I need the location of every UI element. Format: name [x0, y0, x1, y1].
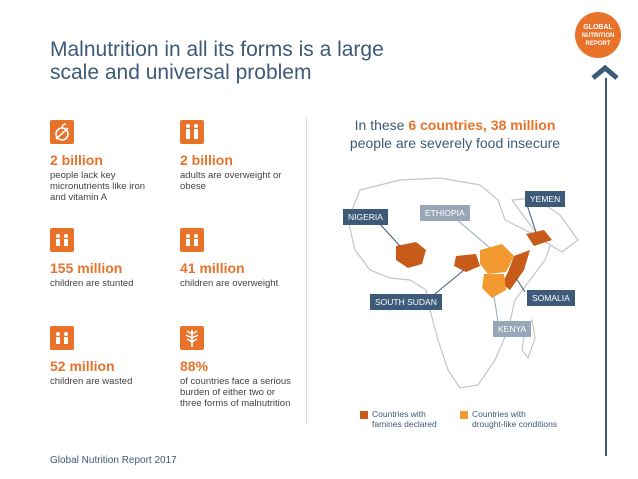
leader-south-sudan: [429, 269, 465, 299]
legend-swatch-drought: [460, 411, 468, 419]
children-icon: [50, 228, 74, 252]
stat-value: 155 million: [50, 260, 123, 276]
stat-value: 52 million: [50, 358, 115, 374]
apple-icon: [50, 120, 74, 144]
gnr-logo: GLOBAL NUTRITION REPORT: [575, 12, 621, 58]
children-icon: [180, 228, 204, 252]
country-yemen: [526, 230, 552, 246]
country-south-sudan: [454, 254, 480, 272]
map-heading-highlight: 6 countries, 38 million: [408, 117, 556, 133]
badge-line-2: NUTRITION: [581, 33, 615, 39]
stat-value: 2 billion: [180, 152, 233, 168]
label-nigeria: NIGERIA: [343, 209, 388, 225]
stat-value: 88%: [180, 358, 209, 374]
legend-drought-line-1: Countries with: [472, 409, 526, 419]
leader-ethiopia: [454, 217, 491, 249]
side-rule: [605, 78, 607, 456]
stat-value: 2 billion: [50, 152, 103, 168]
stat-description: children are overweight: [180, 278, 279, 289]
stat-value: 41 million: [180, 260, 245, 276]
badge-line-3: REPORT: [585, 41, 611, 47]
chevron-up-icon: [591, 64, 619, 80]
stat-description: adults are overweight or obese: [180, 170, 282, 192]
label-somalia: SOMALIA: [527, 290, 575, 306]
leader-yemen: [525, 201, 537, 233]
badge-line-1: GLOBAL: [583, 24, 613, 31]
leader-kenya: [493, 295, 499, 323]
stat-description: people lack key micronutrients like iron…: [50, 170, 146, 203]
stat-description: children are wasted: [50, 376, 133, 387]
legend-famine-line-2: famines declared: [372, 419, 437, 429]
plant-icon: [180, 326, 204, 350]
label-yemen: YEMEN: [525, 191, 566, 207]
label-south-sudan: SOUTH SUDAN: [370, 294, 442, 310]
country-kenya: [482, 274, 506, 298]
country-somalia: [502, 250, 530, 290]
map-heading-pre: In these: [354, 117, 409, 133]
legend-drought-line-2: drought-like conditions: [472, 419, 558, 429]
legend-famine: Countries with famines declared: [372, 409, 437, 429]
column-divider: [306, 118, 307, 423]
stat-description: of countries face a serious burden of ei…: [180, 376, 291, 409]
legend-swatch-famine: [360, 411, 368, 419]
stat-description: children are stunted: [50, 278, 134, 289]
adults-icon: [180, 120, 204, 144]
map-heading: In these 6 countries, 38 million people …: [320, 116, 590, 152]
leader-nigeria: [377, 221, 401, 247]
footer-source: Global Nutrition Report 2017: [50, 455, 177, 466]
legend-famine-line-1: Countries with: [372, 409, 426, 419]
country-ethiopia: [480, 244, 514, 274]
label-kenya: KENYA: [493, 321, 532, 337]
page-title: Malnutrition in all its forms is a large…: [50, 38, 384, 84]
label-ethiopia: ETHIOPIA: [420, 205, 470, 221]
map-heading-post: people are severely food insecure: [349, 135, 561, 151]
country-nigeria: [396, 242, 426, 268]
children-icon: [50, 326, 74, 350]
legend-drought: Countries with drought-like conditions: [472, 409, 557, 429]
leader-somalia: [515, 277, 526, 293]
